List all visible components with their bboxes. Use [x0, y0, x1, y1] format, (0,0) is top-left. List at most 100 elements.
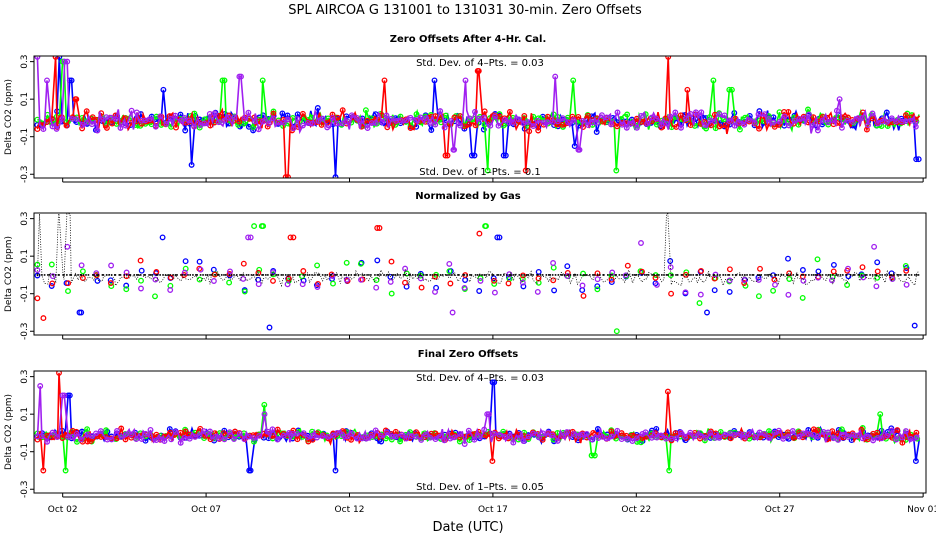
data-point	[93, 430, 99, 437]
panel-final-zero-offsets: Final Zero Offsets Delta CO2 (ppm) 0.3 0.1 -…	[4, 349, 927, 498]
data-point	[444, 152, 451, 159]
data-point	[569, 274, 572, 276]
data-point	[285, 174, 291, 178]
data-point	[908, 274, 910, 276]
data-point	[576, 146, 583, 153]
data-point	[496, 234, 503, 241]
data-point	[374, 225, 381, 231]
data-point	[825, 429, 832, 436]
data-point	[133, 436, 140, 443]
data-point	[839, 274, 842, 276]
data-point	[658, 121, 665, 128]
data-point	[79, 268, 86, 275]
data-point	[770, 287, 777, 294]
data-point	[66, 274, 68, 276]
data-point	[118, 425, 125, 432]
data-point	[376, 225, 383, 231]
data-point	[339, 107, 346, 114]
data-point	[214, 274, 216, 276]
data-point	[586, 274, 588, 276]
data-point	[792, 274, 795, 276]
data-point	[830, 268, 837, 275]
data-point	[372, 427, 379, 434]
data-point	[615, 274, 617, 276]
data-point	[707, 430, 714, 436]
data-point	[728, 86, 735, 93]
data-point	[810, 426, 817, 433]
data-point	[751, 274, 754, 276]
data-point	[250, 127, 257, 134]
data-point	[893, 436, 900, 443]
data-point	[97, 274, 100, 276]
data-point	[896, 274, 899, 276]
data-point	[451, 274, 453, 276]
data-point	[138, 267, 145, 274]
data-point	[790, 434, 797, 441]
data-point	[491, 289, 498, 296]
data-point	[525, 433, 532, 440]
data-point	[118, 433, 125, 440]
data-point	[697, 291, 704, 298]
data-point	[570, 77, 577, 84]
data-point	[726, 277, 733, 284]
data-point	[431, 274, 434, 276]
data-point	[40, 126, 47, 133]
data-point	[403, 435, 410, 442]
data-point	[873, 283, 880, 290]
data-point	[152, 123, 159, 130]
data-point	[869, 110, 876, 117]
data-point	[802, 274, 805, 276]
data-point	[239, 274, 241, 276]
data-point	[44, 438, 51, 445]
data-point	[548, 274, 550, 276]
data-point	[250, 434, 257, 441]
data-point	[785, 433, 792, 440]
data-point	[364, 125, 371, 131]
data-point	[186, 117, 193, 124]
data-point	[167, 274, 169, 276]
data-point	[716, 434, 723, 441]
data-point	[245, 109, 252, 116]
y-axis-label: Delta CO2 (ppm)	[4, 236, 14, 312]
data-point	[286, 430, 292, 436]
data-point	[418, 284, 425, 291]
data-point	[73, 116, 80, 123]
data-point	[261, 411, 268, 418]
data-point	[262, 274, 265, 276]
data-point	[570, 431, 577, 438]
data-point	[677, 112, 684, 119]
data-point	[814, 427, 821, 434]
x-tick-label: Nov 01	[907, 505, 936, 515]
data-point	[59, 435, 66, 441]
data-point	[299, 110, 306, 117]
data-point	[613, 167, 620, 174]
data-point	[711, 118, 718, 125]
data-point	[584, 274, 586, 276]
data-point	[290, 125, 297, 132]
data-point	[746, 274, 748, 276]
data-point	[480, 114, 487, 121]
data-point	[47, 274, 49, 276]
data-point	[399, 431, 405, 438]
data-point	[376, 274, 379, 276]
data-point	[550, 277, 557, 284]
data-point	[457, 431, 464, 437]
data-point	[83, 108, 90, 115]
data-point	[902, 112, 909, 119]
annotation-top: Std. Dev. of 4–Pts. = 0.03	[416, 58, 544, 69]
data-point	[407, 125, 414, 132]
data-point	[899, 434, 906, 441]
data-point	[902, 118, 909, 125]
data-point	[308, 274, 311, 276]
data-point	[267, 274, 269, 276]
data-point	[623, 274, 626, 276]
data-point	[114, 427, 120, 434]
data-point	[96, 274, 98, 276]
data-point	[112, 116, 119, 123]
data-point	[627, 274, 630, 276]
data-point	[280, 119, 287, 126]
plot-area	[34, 56, 922, 178]
x-axis-label: Date (UTC)	[432, 520, 503, 535]
data-point	[490, 275, 497, 282]
data-point	[599, 118, 606, 125]
